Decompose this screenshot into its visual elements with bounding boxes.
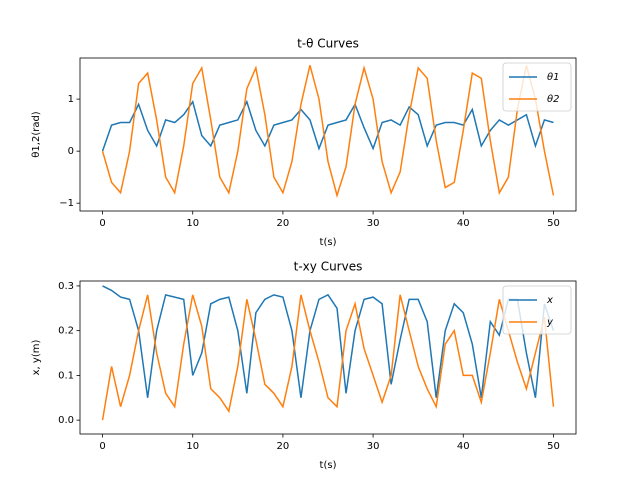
y-tick-label: 0.2 (58, 326, 74, 337)
axes-frame (79, 280, 577, 435)
x-tick-label: 20 (277, 441, 290, 452)
plot-area (101, 64, 555, 199)
axes-frame (79, 57, 577, 212)
y-tick-label: 0.1 (58, 370, 74, 381)
data-line (101, 64, 555, 199)
legend-label: x (546, 295, 553, 306)
x-tick-label: 20 (277, 218, 290, 229)
x-tick-label: 30 (367, 441, 380, 452)
x-tick-label: 50 (547, 441, 560, 452)
y-tick-label: 0.3 (58, 281, 74, 292)
x-tick-label: 50 (547, 218, 560, 229)
y-tick-label: 0 (68, 146, 74, 157)
chart-title: t-θ Curves (297, 37, 359, 51)
x-axis-label: t(s) (320, 460, 337, 471)
legend-box (502, 62, 572, 112)
x-tick-label: 0 (99, 441, 105, 452)
legend-label: θ1 (547, 72, 559, 83)
data-line (101, 294, 555, 421)
y-tick-label: 1 (68, 94, 74, 105)
data-line (101, 99, 554, 152)
y-tick-label: 0.0 (58, 415, 74, 426)
x-tick-label: 0 (99, 218, 105, 229)
y-axis-label: θ1,2(rad) (31, 111, 42, 158)
x-axis-label: t(s) (320, 237, 337, 248)
x-tick-label: 40 (457, 441, 470, 452)
chart-title: t-xy Curves (294, 260, 363, 274)
x-tick-label: 40 (457, 218, 470, 229)
x-tick-label: 30 (367, 218, 380, 229)
y-axis-label: x, y(m) (31, 340, 42, 376)
plot-area (101, 285, 555, 421)
x-tick-label: 10 (186, 441, 199, 452)
legend-label: y (546, 317, 554, 328)
y-tick-label: −1 (59, 198, 74, 209)
legend-box (502, 285, 572, 335)
legend-label: θ2 (547, 94, 559, 105)
x-tick-label: 10 (186, 218, 199, 229)
data-line (102, 285, 555, 398)
